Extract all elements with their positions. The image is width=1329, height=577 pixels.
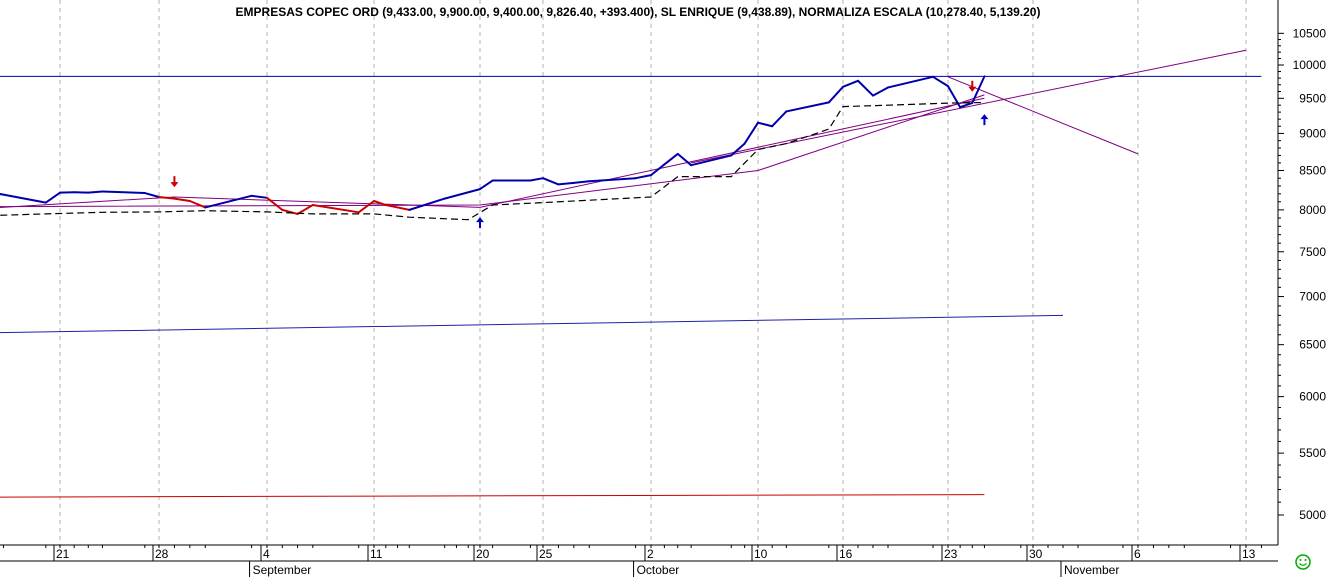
price-segment-10	[188, 200, 207, 209]
price-segment-16	[311, 204, 360, 214]
x-tick-label-6: 2	[647, 547, 654, 561]
price-segment-48	[971, 75, 986, 104]
signal-arrow-up-1	[476, 217, 484, 229]
price-segment-37	[757, 121, 774, 128]
price-segment-22	[443, 188, 481, 200]
price-segment-8	[158, 196, 176, 200]
y-tick-label-7: 7000	[1299, 290, 1326, 304]
price-segment-5	[87, 190, 104, 194]
trendlines	[0, 49, 1262, 498]
trendline-line2	[0, 97, 985, 209]
price-segment-23	[479, 179, 494, 191]
price-segment-43	[872, 86, 889, 97]
price-segment-17	[357, 200, 375, 214]
x-tick-label-8: 16	[839, 547, 853, 561]
x-tick-label-4: 20	[476, 547, 490, 561]
price-segment-35	[730, 142, 746, 157]
y-tick-label-6: 7500	[1299, 245, 1326, 259]
y-tick-label-11: 5000	[1299, 508, 1326, 522]
trendline-lower_band	[0, 314, 1064, 334]
price-segment-2	[44, 191, 61, 204]
price-segment-30	[634, 174, 652, 180]
month-label-1: October	[637, 563, 680, 577]
price-segment-47	[959, 101, 974, 109]
price-segment-21	[408, 197, 446, 211]
trendline-line1	[0, 94, 985, 208]
price-segment-1	[2, 193, 47, 204]
x-tick-label-3: 11	[370, 547, 383, 561]
y-tick-label-5: 8000	[1299, 203, 1326, 217]
price-segment-45	[932, 75, 949, 88]
price-segment-29	[588, 177, 637, 183]
signal-arrow-down-2	[968, 80, 977, 92]
price-segment-33	[676, 152, 693, 167]
trendline-line4	[947, 76, 1139, 155]
grid-lines	[59, 0, 1247, 545]
y-tick-label-10: 5500	[1299, 446, 1326, 460]
price-segment-15	[296, 204, 314, 215]
price-segment-13	[266, 196, 284, 211]
price-segment-6	[101, 190, 146, 195]
month-label-0: September	[253, 563, 312, 577]
x-tick-label-11: 6	[1134, 547, 1141, 561]
price-segment-0	[0, 193, 5, 196]
price-segment-19	[384, 204, 399, 209]
price-segment-39	[785, 101, 830, 113]
price-segment-42	[857, 79, 874, 97]
price-segment-11	[204, 194, 253, 209]
price-segment-12	[250, 194, 268, 199]
x-tick-label-5: 25	[539, 547, 553, 561]
smiley-icon[interactable]	[1295, 554, 1311, 570]
y-tick-label-2: 9500	[1299, 91, 1326, 105]
trendline-bottom_band	[0, 494, 985, 498]
price-segment-32	[663, 152, 679, 166]
x-tick-label-7: 10	[754, 547, 768, 561]
price-segment-28	[572, 180, 591, 184]
x-tick-label-2: 4	[263, 547, 270, 561]
price-segment-25	[529, 177, 544, 182]
series-lines	[0, 75, 986, 221]
price-segment-9	[173, 197, 191, 203]
y-tick-label-4: 8500	[1299, 164, 1326, 178]
x-tick-label-0: 21	[56, 547, 70, 561]
price-segment-27	[557, 181, 575, 186]
y-tick-label-9: 6000	[1299, 390, 1326, 404]
signal-arrow-down-0	[170, 176, 179, 188]
price-segment-41	[842, 79, 859, 88]
x-tick-label-12: 13	[1242, 547, 1256, 561]
price-segment-18	[373, 200, 387, 207]
signal-markers	[170, 80, 989, 229]
price-segment-46	[947, 85, 962, 109]
price-segment-31	[650, 163, 666, 177]
price-segment-44	[887, 75, 934, 89]
sl-enrique-line	[0, 101, 985, 221]
y-tick-label-1: 10000	[1293, 58, 1327, 72]
price-segment-7	[143, 192, 160, 199]
price-segment-14	[281, 208, 299, 215]
price-segment-34	[690, 154, 733, 167]
price-segment-40	[827, 85, 844, 104]
x-tick-label-10: 30	[1029, 547, 1043, 561]
chart-title: EMPRESAS COPEC ORD (9,433.00, 9,900.00, …	[236, 5, 1041, 19]
price-segment-26	[542, 177, 560, 186]
y-tick-label-3: 9000	[1299, 126, 1326, 140]
y-tick-label-8: 6500	[1299, 338, 1326, 352]
price-segment-38	[771, 110, 788, 128]
y-tick-label-0: 10500	[1293, 26, 1327, 40]
signal-arrow-up-3	[980, 114, 989, 126]
price-segment-36	[743, 121, 759, 145]
x-tick-label-1: 28	[155, 547, 169, 561]
month-label-2: November	[1064, 563, 1119, 577]
price-segment-20	[396, 206, 411, 211]
x-tick-label-9: 23	[944, 547, 958, 561]
